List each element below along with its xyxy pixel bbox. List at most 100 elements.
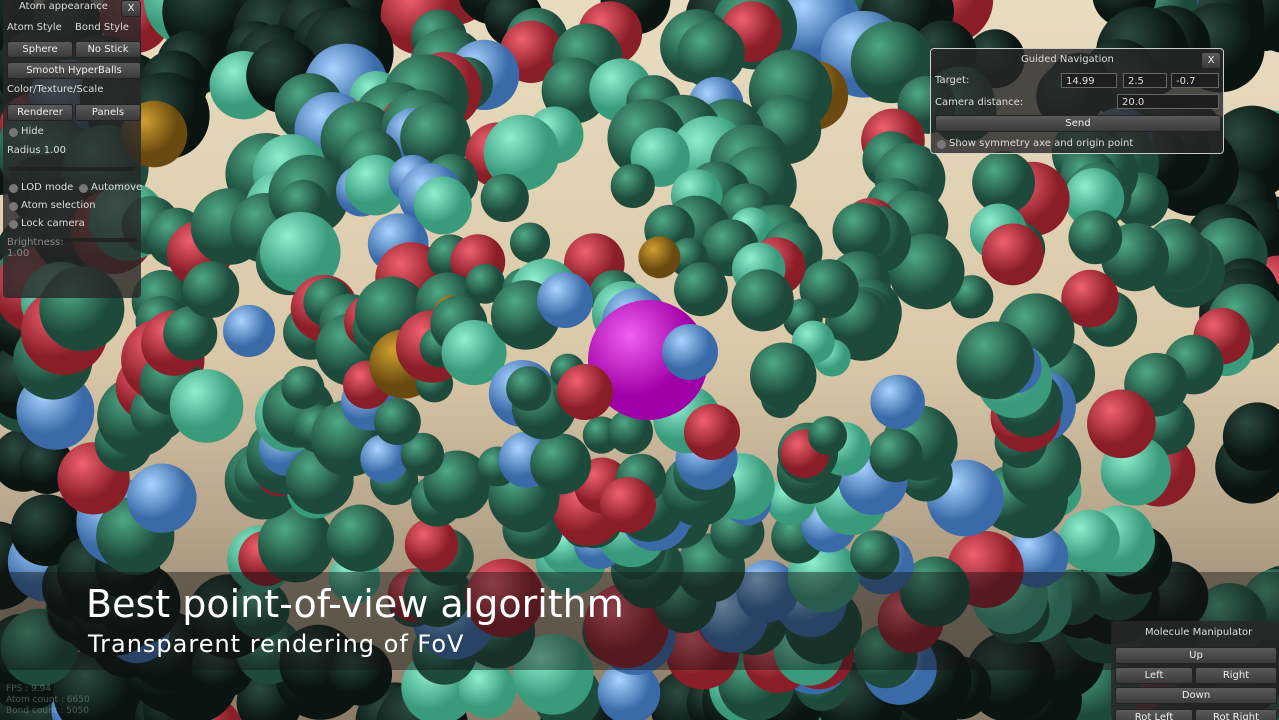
caption-subtitle: Transparent rendering of FoV <box>88 630 465 658</box>
label: Show symmetry axe and origin point <box>949 138 1134 149</box>
sphere-button[interactable]: Sphere <box>7 41 73 58</box>
atom-sphere <box>600 477 656 533</box>
atom-sphere <box>423 450 492 519</box>
atom-sphere <box>677 20 745 88</box>
atom-appearance-panel: Atom appearance X Atom Style Bond Style … <box>3 0 143 298</box>
atom-sphere <box>360 434 410 483</box>
label: Radius 1.00 <box>7 145 66 156</box>
label: Target: <box>935 75 970 86</box>
checkbox[interactable] <box>9 128 18 137</box>
panel-title: Molecule Manipulator <box>1145 627 1253 638</box>
rot-right-button[interactable]: Rot Right <box>1195 709 1277 720</box>
panel-title: Atom appearance <box>19 1 108 12</box>
guided-navigation-panel: Guided Navigation X Target: 14.99 2.5 -0… <box>930 48 1224 154</box>
atom-sphere <box>537 272 593 328</box>
close-button[interactable]: X <box>121 0 141 17</box>
radius-slider[interactable] <box>9 167 135 171</box>
label: Lock camera <box>21 218 85 229</box>
target-y-field[interactable]: 2.5 <box>1123 73 1167 88</box>
checkbox[interactable] <box>937 140 946 149</box>
label: Atom Style <box>7 22 62 33</box>
atom-sphere <box>684 404 740 460</box>
atom-sphere <box>899 556 971 627</box>
label: Automove <box>91 182 143 193</box>
atom-sphere <box>483 114 560 191</box>
atom-sphere <box>956 321 1035 400</box>
stat: Atom count : 6650 <box>6 695 90 705</box>
checkbox[interactable] <box>9 220 18 229</box>
atom-sphere <box>750 342 817 410</box>
atom-sphere <box>373 398 421 446</box>
atom-sphere <box>506 366 552 411</box>
label: Atom selection <box>21 200 96 211</box>
atom-sphere <box>736 559 799 623</box>
send-button[interactable]: Send <box>935 115 1221 132</box>
down-button[interactable]: Down <box>1115 687 1277 704</box>
atom-sphere <box>607 409 653 455</box>
close-button[interactable]: X <box>1201 52 1221 69</box>
label: Bond Style <box>75 22 129 33</box>
stat: FPS : 9.94 <box>6 684 52 694</box>
atom-sphere <box>458 661 517 719</box>
atom-sphere <box>231 580 290 639</box>
hyperballs-button[interactable]: Smooth HyperBalls <box>7 62 141 79</box>
rot-left-button[interactable]: Rot Left <box>1115 709 1193 720</box>
atom-sphere <box>808 416 848 456</box>
target-z-field[interactable]: -0.7 <box>1171 73 1219 88</box>
label: Hide <box>21 126 44 137</box>
atom-sphere <box>413 176 472 235</box>
atom-sphere <box>182 261 240 318</box>
atom-sphere <box>512 633 594 715</box>
brightness-slider[interactable] <box>63 238 137 242</box>
caption-band <box>0 572 1279 670</box>
atom-sphere <box>10 494 83 567</box>
label: LOD mode <box>21 182 74 193</box>
atom-sphere <box>869 428 923 483</box>
stats: FPS : 9.94 Atom count : 6650 Bond count … <box>6 684 90 717</box>
atom-sphere <box>1087 389 1156 459</box>
atom-sphere <box>1061 269 1119 328</box>
atom-sphere <box>127 463 197 533</box>
atom-sphere <box>870 374 925 430</box>
checkbox[interactable] <box>9 202 18 211</box>
atom-sphere <box>662 324 718 380</box>
atom-sphere <box>163 306 218 361</box>
atom-sphere <box>465 263 506 304</box>
atom-sphere <box>557 364 613 420</box>
atom-sphere <box>1068 210 1123 265</box>
atom-sphere <box>530 433 592 495</box>
caption-title: Best point-of-view algorithm <box>86 582 624 626</box>
atom-sphere <box>832 202 891 261</box>
stat: Bond count : 5050 <box>6 706 90 716</box>
atom-sphere <box>1064 168 1125 229</box>
panels-button[interactable]: Panels <box>75 104 141 121</box>
checkbox[interactable] <box>9 184 18 193</box>
atom-sphere <box>674 262 728 317</box>
atom-sphere <box>222 304 276 357</box>
checkbox[interactable] <box>79 184 88 193</box>
label: Camera distance: <box>935 97 1024 108</box>
up-button[interactable]: Up <box>1115 647 1277 664</box>
atom-sphere <box>441 319 507 386</box>
atom-sphere <box>328 642 393 706</box>
camera-distance-field[interactable]: 20.0 <box>1117 94 1219 109</box>
atom-sphere <box>1058 509 1120 571</box>
atom-sphere <box>638 236 681 279</box>
atom-sphere <box>404 518 459 572</box>
no-stick-button[interactable]: No Stick <box>75 41 141 58</box>
atom-sphere <box>850 530 900 580</box>
atom-sphere <box>257 505 335 583</box>
atom-sphere <box>480 173 529 223</box>
panel-title: Guided Navigation <box>1021 54 1114 65</box>
left-button[interactable]: Left <box>1115 667 1193 684</box>
renderer-button[interactable]: Renderer <box>7 104 73 121</box>
atom-sphere <box>597 661 661 720</box>
atom-sphere <box>981 223 1044 286</box>
right-button[interactable]: Right <box>1195 667 1277 684</box>
target-x-field[interactable]: 14.99 <box>1061 73 1117 88</box>
molecule-manipulator-panel: Molecule Manipulator Up Left Right Down … <box>1111 621 1279 720</box>
atom-sphere <box>260 211 341 293</box>
label: Brightness: <box>7 237 64 248</box>
atom-sphere <box>326 504 395 572</box>
